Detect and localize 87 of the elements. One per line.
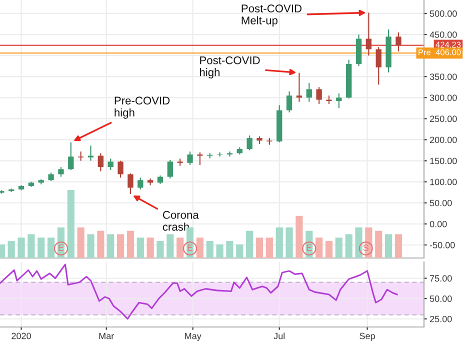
bar — [67, 190, 74, 258]
bar — [266, 238, 273, 258]
y-tick-label: 50.00 — [430, 200, 452, 206]
y-tick-label: 100.00 — [430, 178, 457, 186]
y-tick-label: 250.00 — [430, 116, 457, 122]
annotation: E — [188, 244, 193, 251]
annotation: Post-COVID high — [200, 56, 260, 78]
candlestick — [187, 150, 193, 166]
candlestick — [336, 92, 342, 109]
bar — [256, 238, 264, 258]
candlestick — [128, 172, 134, 195]
candlestick — [78, 150, 84, 162]
annotation: E — [306, 244, 312, 251]
bar — [286, 227, 293, 258]
bar — [77, 227, 84, 258]
bar — [97, 230, 104, 258]
candlestick — [58, 166, 64, 178]
y-tick-label: 450.00 — [430, 31, 457, 38]
bar — [8, 241, 15, 258]
bar — [18, 238, 25, 258]
y-tick-label: 50.00 — [430, 296, 452, 302]
annotation: Pre-COVID high — [114, 96, 170, 119]
bar — [38, 238, 45, 258]
candlestick — [376, 46, 382, 86]
x-tick-label: May — [185, 332, 202, 341]
candlestick — [286, 90, 292, 113]
bar — [87, 234, 94, 258]
candlestick — [296, 72, 302, 102]
bar — [394, 234, 402, 258]
bar — [136, 238, 144, 258]
candlestick — [396, 32, 402, 52]
bar — [355, 227, 362, 258]
y-tick-label: 25.00 — [430, 316, 452, 322]
annotation: E — [58, 244, 64, 251]
y-tick-label: 350.00 — [430, 74, 457, 80]
bar — [156, 241, 164, 258]
candlestick — [98, 152, 104, 172]
y-tick-label: 75.00 — [430, 275, 452, 282]
bar — [216, 244, 224, 258]
bar — [116, 234, 124, 258]
bar — [146, 238, 154, 258]
ref-line-label: Pre 406.00 — [418, 49, 461, 56]
candlestick — [306, 82, 312, 102]
y-tick-label: 150.00 — [430, 158, 457, 164]
bar — [166, 234, 174, 258]
annotation: Post-COVID Melt-up — [242, 4, 302, 27]
bar — [126, 230, 134, 258]
line-series — [0, 264, 398, 320]
bar — [107, 234, 114, 258]
bar — [276, 227, 283, 258]
bar — [316, 238, 323, 258]
bar — [335, 238, 342, 258]
candlestick — [366, 12, 372, 56]
bar — [246, 230, 254, 258]
candlestick — [88, 145, 94, 162]
bar — [325, 241, 333, 258]
y-tick-label: -50.00 — [430, 242, 455, 248]
bar — [176, 238, 184, 258]
candlestick — [138, 177, 144, 190]
y-tick-label: 300.00 — [430, 94, 457, 102]
x-tick-label: Mar — [99, 332, 114, 340]
candlestick — [118, 160, 124, 178]
y-tick-label: 0.00 — [430, 220, 447, 228]
bar — [206, 241, 214, 258]
bar — [236, 244, 244, 258]
ref-line-label: 424.23 — [436, 42, 461, 48]
bar — [345, 234, 352, 258]
bar — [375, 230, 382, 258]
y-tick-label: 500.00 — [430, 10, 457, 17]
candlestick — [216, 152, 223, 158]
bar — [196, 238, 204, 258]
candlestick — [246, 134, 252, 151]
candlestick — [108, 158, 114, 171]
x-tick-label: Jul — [274, 332, 285, 340]
bar — [28, 234, 35, 258]
y-tick-label: 200.00 — [430, 136, 457, 144]
x-tick-label: Sep — [360, 332, 375, 341]
candlestick — [167, 159, 174, 180]
candlestick — [226, 150, 233, 158]
candlestick — [316, 86, 322, 105]
annotation: Corona crash — [162, 210, 199, 231]
candlestick — [68, 142, 74, 171]
x-tick-label: 2020 — [12, 332, 31, 340]
bar — [226, 241, 234, 258]
bar — [385, 234, 392, 258]
bar — [296, 216, 303, 258]
bar — [48, 238, 55, 258]
